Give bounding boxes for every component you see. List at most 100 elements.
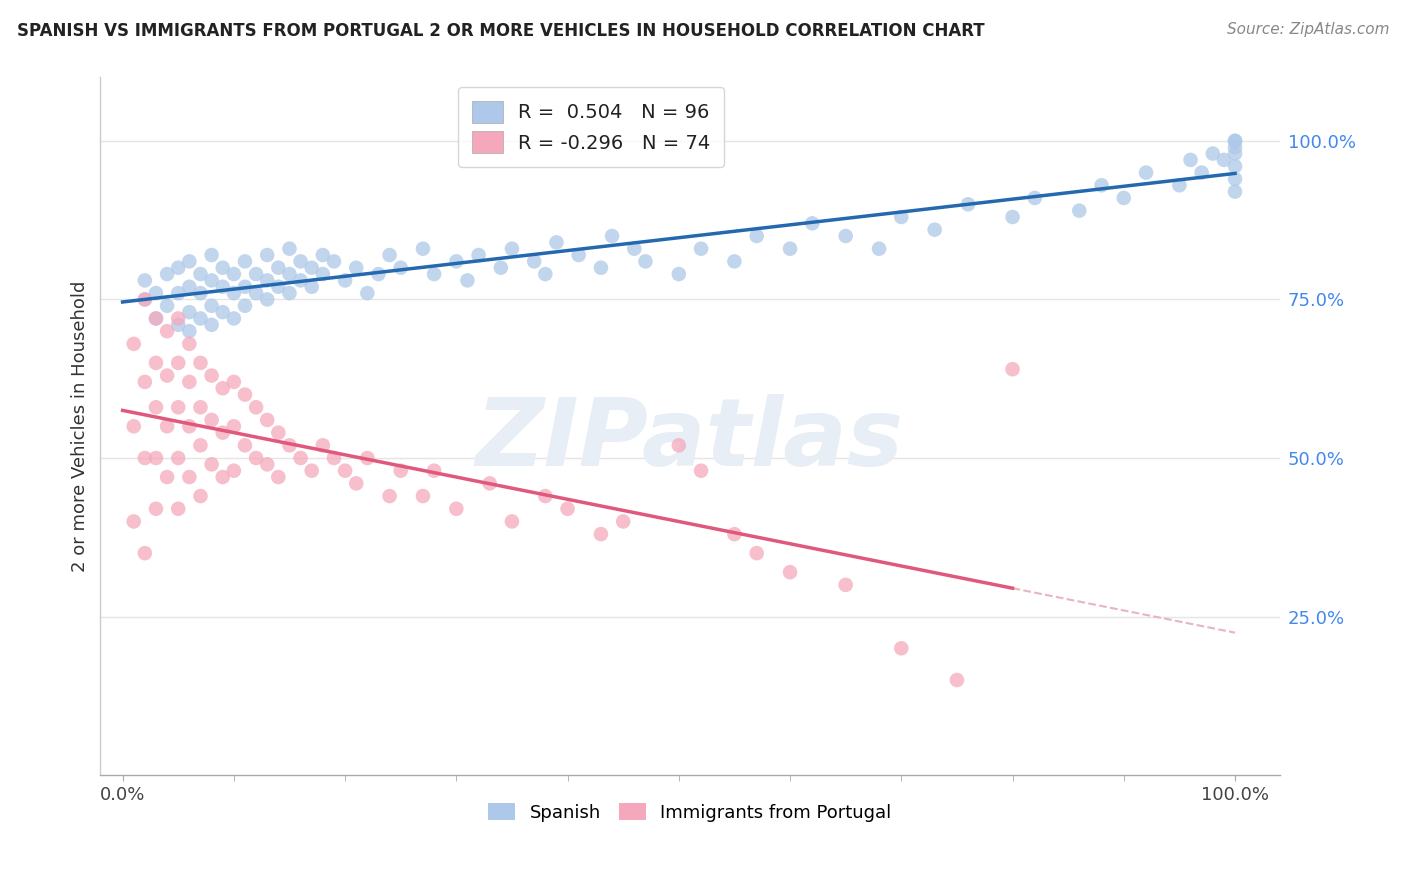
Point <box>668 267 690 281</box>
Point <box>145 311 167 326</box>
Point <box>222 286 245 301</box>
Point <box>589 527 612 541</box>
Point <box>1191 165 1213 179</box>
Point <box>423 267 446 281</box>
Point <box>301 279 323 293</box>
Point <box>145 356 167 370</box>
Point <box>167 286 190 301</box>
Text: ZIPatlas: ZIPatlas <box>475 394 904 486</box>
Point <box>723 527 745 541</box>
Point <box>501 242 523 256</box>
Point <box>356 286 378 301</box>
Point <box>467 248 489 262</box>
Point <box>211 425 233 440</box>
Text: Source: ZipAtlas.com: Source: ZipAtlas.com <box>1226 22 1389 37</box>
Point <box>179 375 201 389</box>
Point <box>1223 159 1246 173</box>
Point <box>145 501 167 516</box>
Point <box>167 260 190 275</box>
Point <box>868 242 890 256</box>
Point <box>568 248 591 262</box>
Point <box>1001 210 1024 224</box>
Point <box>623 242 645 256</box>
Point <box>1024 191 1046 205</box>
Point <box>412 242 434 256</box>
Point <box>222 419 245 434</box>
Point <box>1223 146 1246 161</box>
Point <box>946 673 969 687</box>
Point <box>179 305 201 319</box>
Point <box>267 425 290 440</box>
Point <box>801 216 824 230</box>
Point <box>745 546 768 560</box>
Point <box>200 318 222 332</box>
Point <box>1223 172 1246 186</box>
Point <box>190 286 212 301</box>
Point <box>134 293 156 307</box>
Point <box>834 229 856 244</box>
Point <box>167 318 190 332</box>
Point <box>779 242 801 256</box>
Point <box>211 279 233 293</box>
Point <box>612 515 634 529</box>
Point <box>134 450 156 465</box>
Point <box>278 267 301 281</box>
Point <box>179 419 201 434</box>
Point <box>156 470 179 484</box>
Point <box>167 450 190 465</box>
Point <box>134 273 156 287</box>
Point <box>301 464 323 478</box>
Point <box>211 260 233 275</box>
Point <box>489 260 512 275</box>
Point <box>179 279 201 293</box>
Point <box>278 242 301 256</box>
Point <box>1223 134 1246 148</box>
Point <box>134 293 156 307</box>
Point <box>378 248 401 262</box>
Point <box>389 260 412 275</box>
Point <box>122 419 145 434</box>
Point <box>245 450 267 465</box>
Point <box>145 401 167 415</box>
Point <box>378 489 401 503</box>
Point <box>356 450 378 465</box>
Point <box>145 311 167 326</box>
Point <box>344 260 367 275</box>
Point <box>1223 140 1246 154</box>
Point <box>1090 178 1112 193</box>
Point <box>367 267 389 281</box>
Point <box>534 489 557 503</box>
Point <box>446 254 468 268</box>
Point <box>344 476 367 491</box>
Point <box>245 401 267 415</box>
Text: SPANISH VS IMMIGRANTS FROM PORTUGAL 2 OR MORE VEHICLES IN HOUSEHOLD CORRELATION : SPANISH VS IMMIGRANTS FROM PORTUGAL 2 OR… <box>17 22 984 40</box>
Point <box>233 299 256 313</box>
Point <box>222 311 245 326</box>
Point <box>389 464 412 478</box>
Point <box>167 356 190 370</box>
Point <box>290 450 312 465</box>
Point <box>179 324 201 338</box>
Point <box>1001 362 1024 376</box>
Point <box>456 273 478 287</box>
Point <box>1135 165 1157 179</box>
Point <box>179 336 201 351</box>
Point <box>290 273 312 287</box>
Point <box>256 293 278 307</box>
Point <box>267 470 290 484</box>
Point <box>1168 178 1191 193</box>
Point <box>256 273 278 287</box>
Point <box>233 387 256 401</box>
Point <box>501 515 523 529</box>
Point <box>190 438 212 452</box>
Point <box>423 464 446 478</box>
Point <box>200 273 222 287</box>
Point <box>267 279 290 293</box>
Point <box>1223 134 1246 148</box>
Point <box>446 501 468 516</box>
Point <box>290 254 312 268</box>
Point <box>190 401 212 415</box>
Point <box>190 489 212 503</box>
Point <box>245 286 267 301</box>
Point <box>1180 153 1202 167</box>
